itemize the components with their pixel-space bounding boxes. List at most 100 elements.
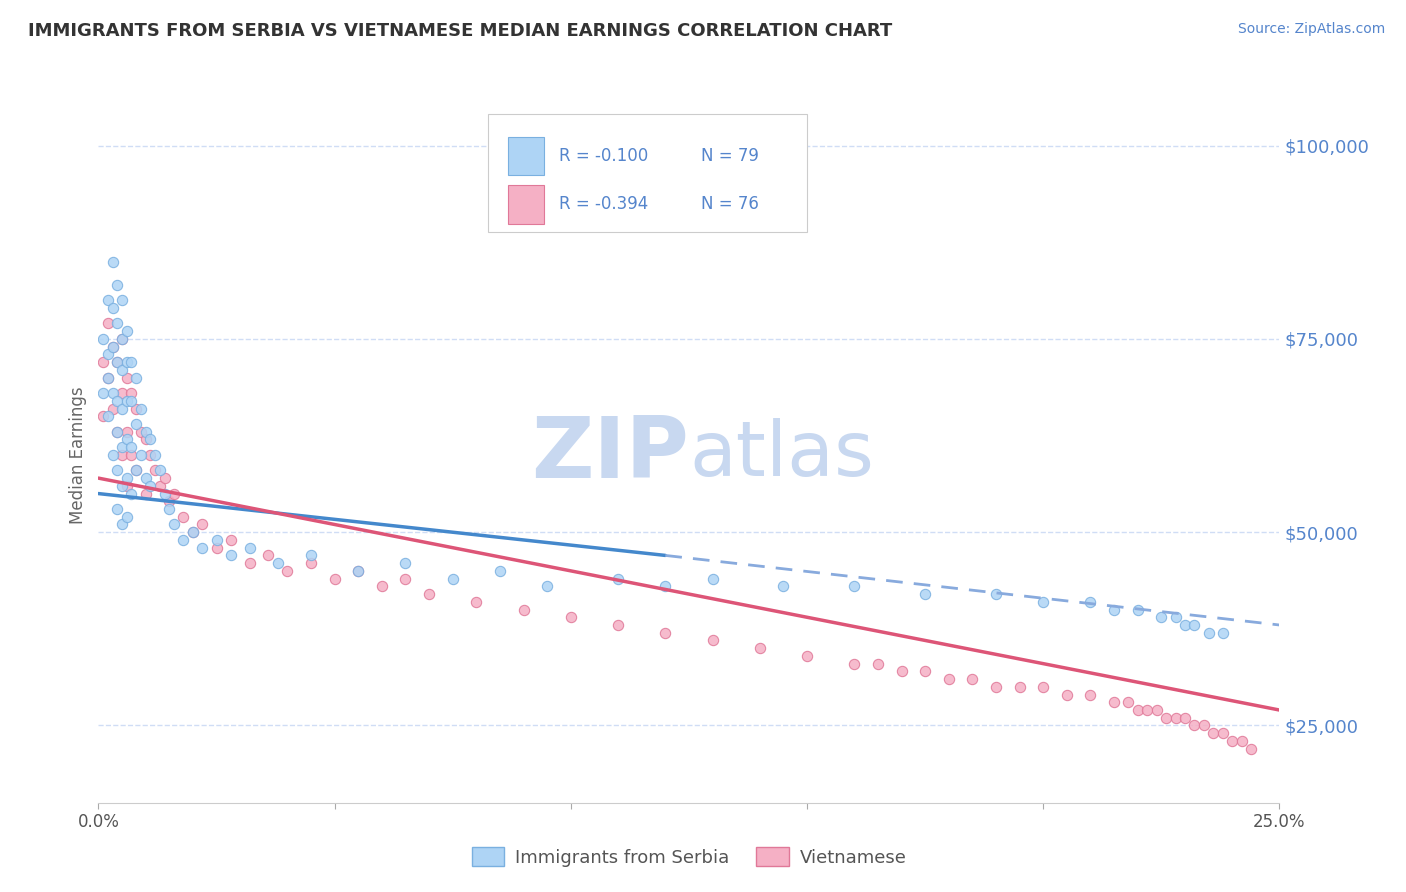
Point [91, 355, 114, 369]
Point [299, 556, 322, 570]
Point [1008, 680, 1031, 694]
Point [465, 595, 488, 609]
Point [111, 332, 134, 346]
Point [844, 579, 866, 593]
Point [1056, 688, 1078, 702]
Point [347, 564, 370, 578]
Point [1146, 703, 1168, 717]
Point [772, 579, 794, 593]
Point [163, 486, 186, 500]
Point [938, 672, 960, 686]
Point [91, 332, 114, 346]
Point [276, 564, 298, 578]
Point [1126, 703, 1149, 717]
Point [101, 448, 124, 462]
Point [105, 425, 128, 439]
Point [97, 347, 120, 361]
Point [115, 471, 138, 485]
Point [115, 393, 138, 408]
Point [105, 463, 128, 477]
Point [607, 572, 630, 586]
Point [219, 533, 242, 547]
Point [125, 463, 148, 477]
Point [962, 672, 984, 686]
Point [139, 433, 162, 447]
Point [121, 386, 143, 401]
Point [191, 517, 214, 532]
Point [153, 486, 176, 500]
Point [866, 657, 889, 671]
Point [111, 386, 134, 401]
Bar [508, 186, 544, 224]
Point [135, 486, 157, 500]
Point [394, 556, 416, 570]
Point [914, 587, 936, 601]
Point [101, 401, 124, 416]
Point [125, 401, 148, 416]
Point [139, 448, 162, 462]
Point [299, 549, 322, 563]
Point [121, 440, 143, 454]
Point [125, 463, 148, 477]
Point [890, 665, 912, 679]
Point [143, 448, 166, 462]
Point [512, 602, 534, 616]
Point [1212, 726, 1234, 740]
Point [1184, 618, 1206, 632]
Point [172, 533, 194, 547]
Point [115, 433, 138, 447]
Point [181, 525, 204, 540]
Point [115, 479, 138, 493]
Point [1240, 741, 1263, 756]
Point [267, 556, 290, 570]
Point [1150, 610, 1173, 624]
Point [441, 572, 464, 586]
Point [115, 425, 138, 439]
Point [796, 648, 818, 663]
Point [97, 293, 120, 308]
Legend: Immigrants from Serbia, Vietnamese: Immigrants from Serbia, Vietnamese [464, 840, 914, 874]
Point [111, 448, 134, 462]
Point [121, 486, 143, 500]
Point [97, 317, 120, 331]
Point [914, 665, 936, 679]
Point [1220, 734, 1243, 748]
Point [1202, 726, 1225, 740]
Point [181, 525, 204, 540]
Point [125, 370, 148, 384]
Text: IMMIGRANTS FROM SERBIA VS VIETNAMESE MEDIAN EARNINGS CORRELATION CHART: IMMIGRANTS FROM SERBIA VS VIETNAMESE MED… [28, 22, 893, 40]
Point [115, 324, 138, 338]
Point [1212, 625, 1234, 640]
Point [111, 440, 134, 454]
Point [560, 610, 582, 624]
Point [1080, 688, 1102, 702]
Point [129, 448, 152, 462]
Point [111, 517, 134, 532]
Point [607, 618, 630, 632]
Point [205, 533, 228, 547]
Point [1230, 734, 1253, 748]
Point [135, 471, 157, 485]
Point [1136, 703, 1159, 717]
Point [371, 579, 394, 593]
Point [1080, 595, 1102, 609]
Text: N = 76: N = 76 [700, 195, 759, 213]
Point [257, 549, 280, 563]
Point [111, 363, 134, 377]
Point [101, 386, 124, 401]
Point [205, 541, 228, 555]
Point [143, 463, 166, 477]
Point [111, 332, 134, 346]
Text: ZIP: ZIP [531, 413, 689, 497]
Point [239, 556, 262, 570]
Point [97, 370, 120, 384]
Point [101, 340, 124, 354]
Point [1154, 711, 1177, 725]
Point [536, 579, 558, 593]
Point [91, 409, 114, 424]
Point [191, 541, 214, 555]
Point [1164, 711, 1187, 725]
Point [323, 572, 346, 586]
Point [121, 393, 143, 408]
Point [115, 355, 138, 369]
